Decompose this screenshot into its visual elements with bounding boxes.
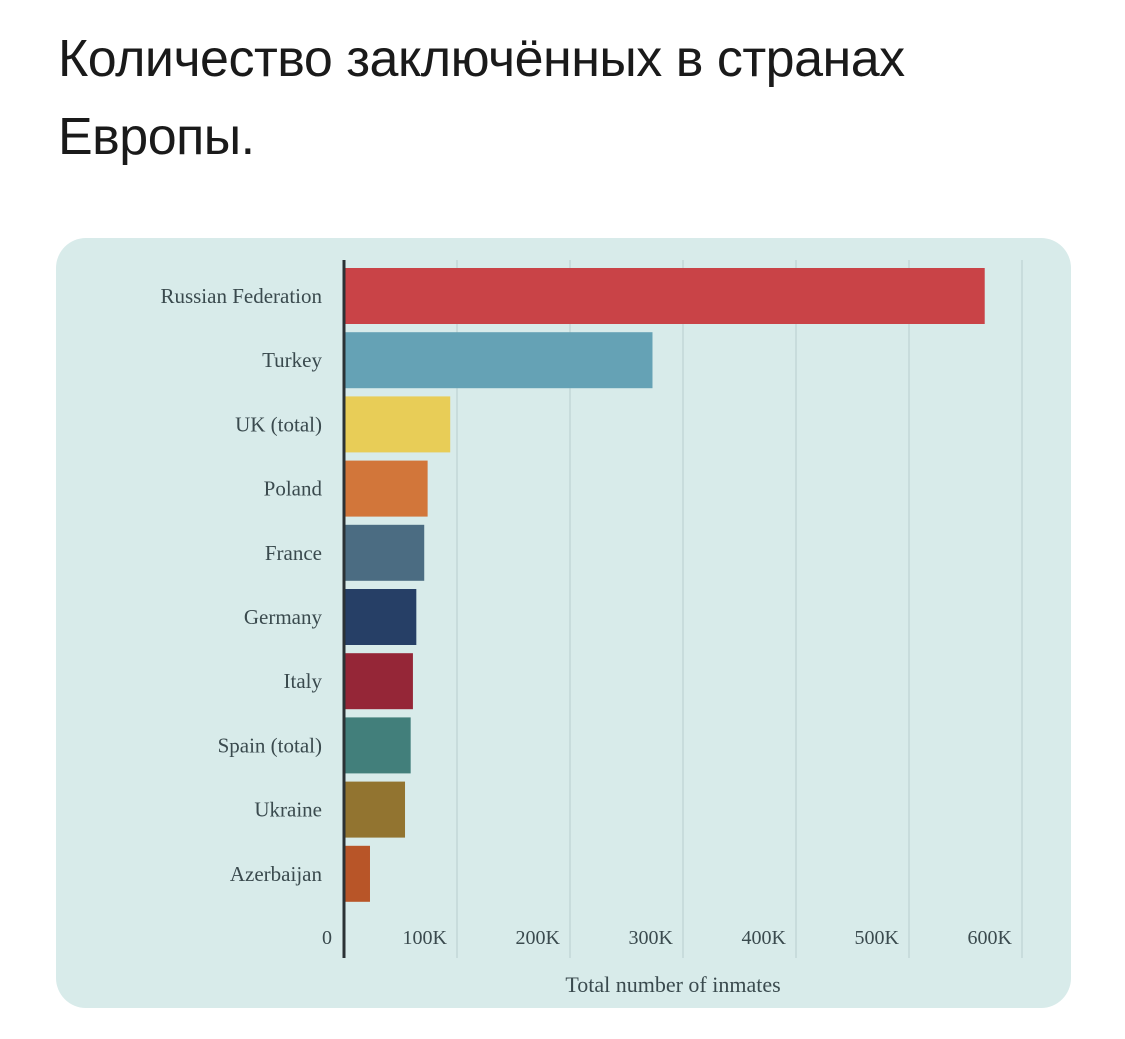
bar-chart: Russian Federation Turkey UK (total) Poland… [160, 260, 1023, 997]
category-label: Ukraine [254, 798, 322, 822]
category-label: Italy [284, 669, 323, 693]
chart-card: Russian Federation Turkey UK (total) Poland… [56, 238, 1071, 1008]
x-tick-label: 600K [968, 927, 1013, 949]
x-tick-label: 0 [322, 927, 332, 949]
bar [345, 268, 985, 324]
x-tick-label: 500K [855, 927, 900, 949]
x-tick-label: 400K [742, 927, 787, 949]
x-tick-label: 100K [403, 927, 448, 949]
bar [345, 845, 370, 902]
bar [345, 396, 451, 453]
bar [345, 524, 425, 581]
x-axis-title: Total number of inmates [565, 972, 780, 997]
category-label: Spain (total) [218, 733, 322, 757]
page-title: Количество заключённых в странах Европы. [58, 30, 905, 166]
bar [345, 717, 411, 774]
category-label: Turkey [262, 348, 322, 372]
bar [345, 781, 406, 838]
bar [345, 589, 417, 645]
category-label: UK (total) [235, 412, 322, 436]
category-label: France [265, 541, 322, 565]
x-tick-label: 200K [516, 927, 561, 949]
category-label: Germany [244, 605, 323, 629]
x-tick-label: 300K [629, 927, 674, 949]
bar [345, 653, 413, 710]
category-label: Poland [264, 477, 323, 501]
bar [345, 460, 428, 517]
category-label: Azerbaijan [230, 862, 323, 886]
category-label: Russian Federation [160, 284, 322, 308]
bar [345, 332, 653, 389]
